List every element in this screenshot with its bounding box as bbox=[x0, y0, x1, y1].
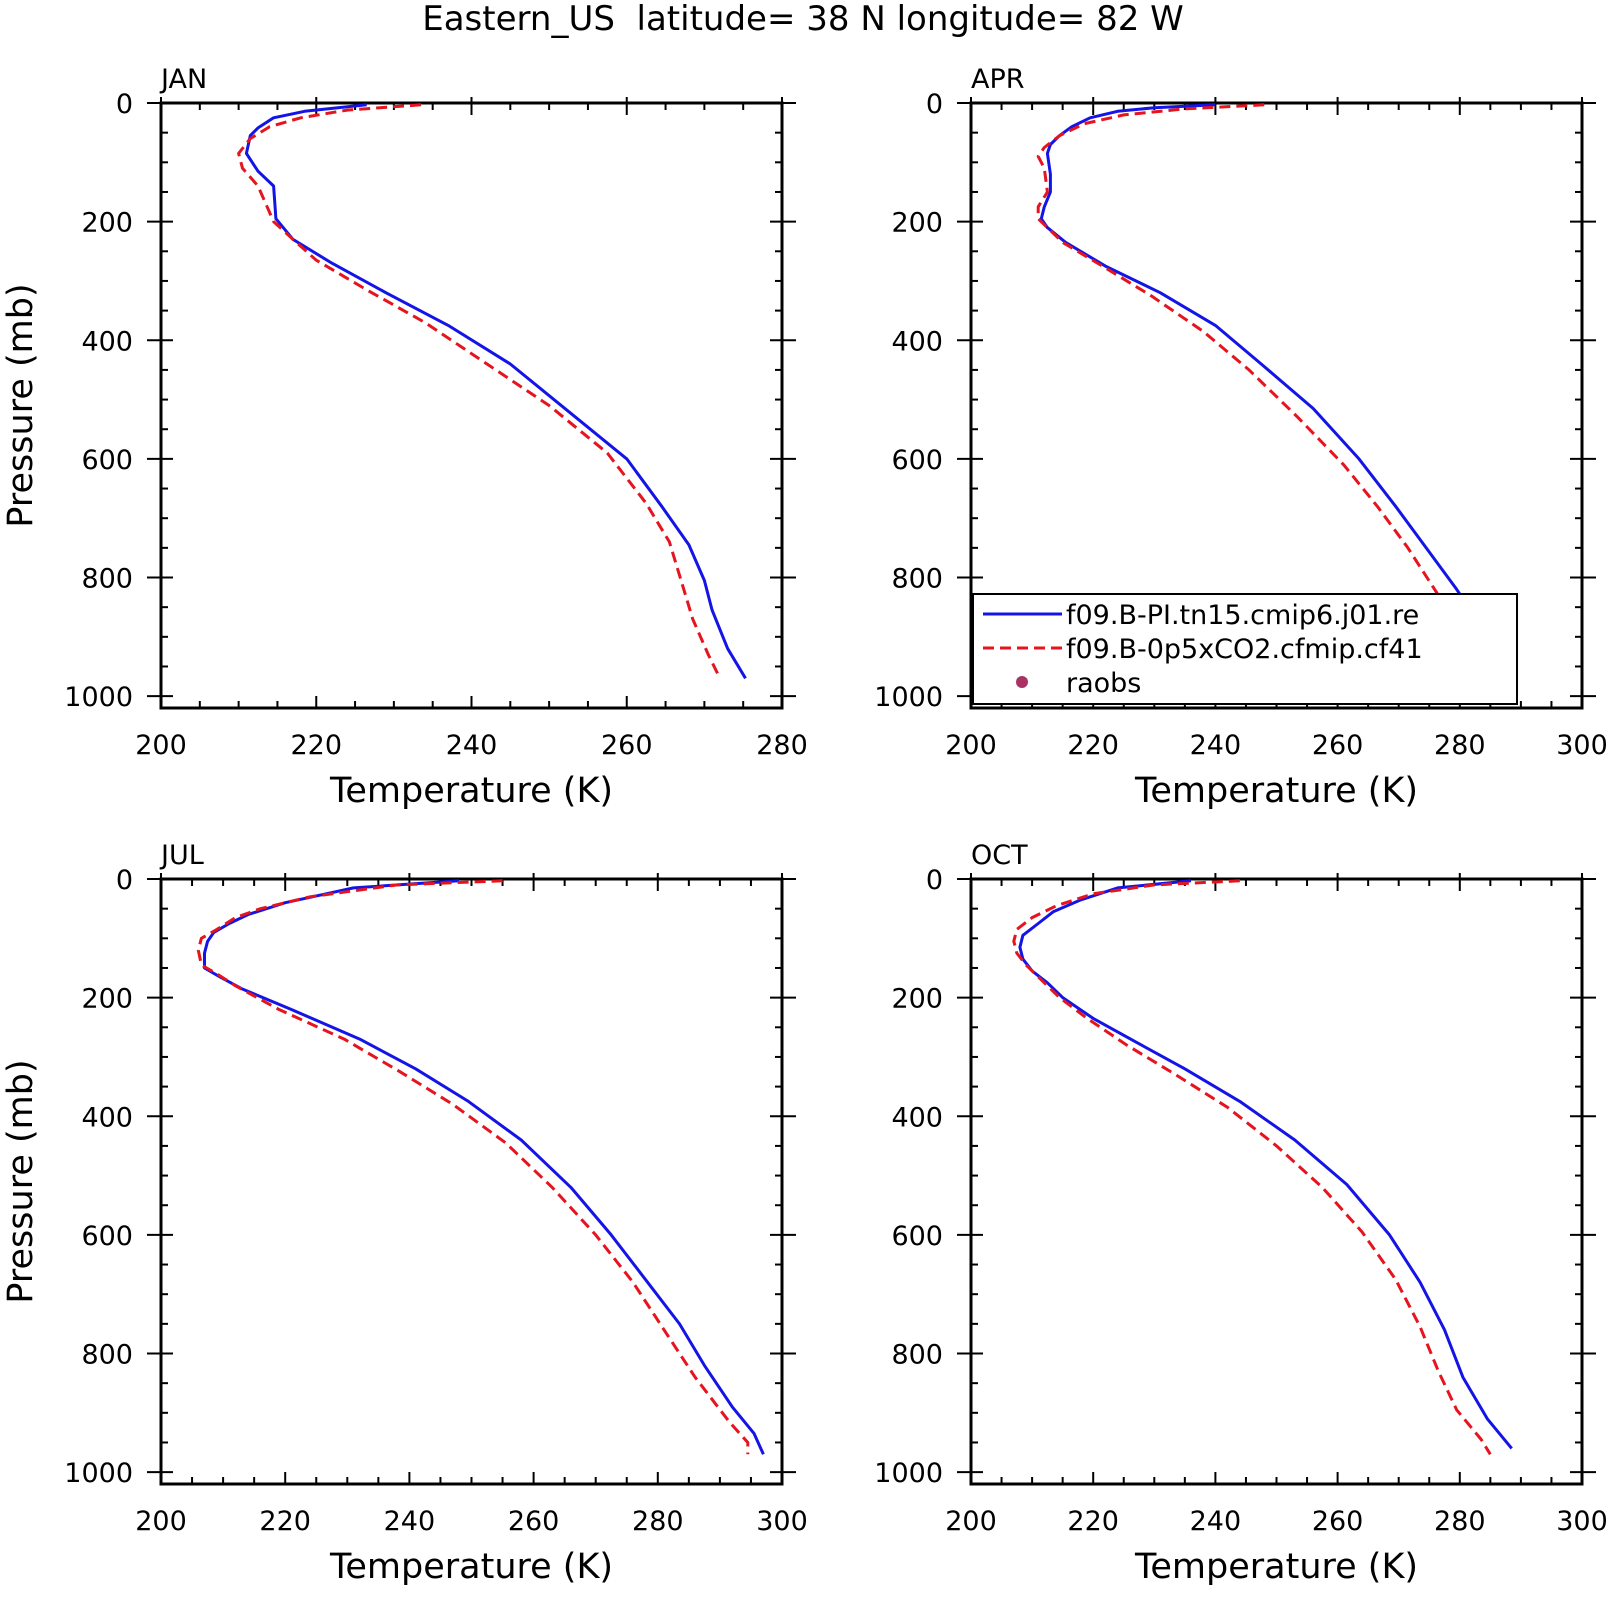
series-line-model bbox=[244, 103, 747, 680]
y-tick-label: 600 bbox=[891, 445, 943, 476]
y-axis-label: Pressure (mb) bbox=[1, 1059, 41, 1303]
x-tick-label: 260 bbox=[601, 730, 653, 761]
series-line-model bbox=[203, 879, 765, 1455]
x-axis-label: Temperature (K) bbox=[1134, 1547, 1418, 1587]
series-line-co2 bbox=[1012, 879, 1492, 1456]
panel-oct: OCT 200 220 240 260 280 300 0 200 400 600 800 1000 Te… bbox=[874, 840, 1606, 1587]
panel-title: OCT bbox=[971, 840, 1028, 871]
panels: JAN 200 220 240 260 280 0 200 400 600 800 1000 Tempe… bbox=[1, 64, 1606, 1587]
y-tick-label: 0 bbox=[116, 89, 133, 120]
series-line-co2 bbox=[237, 103, 722, 679]
x-tick-label: 200 bbox=[945, 1506, 997, 1537]
y-tick-label: 0 bbox=[116, 865, 133, 896]
y-tick-label: 800 bbox=[891, 564, 943, 595]
x-axis-label: Temperature (K) bbox=[1134, 771, 1418, 811]
x-tick-label: 260 bbox=[1312, 1506, 1364, 1537]
series-line-co2 bbox=[1036, 103, 1486, 679]
x-tick-label: 240 bbox=[1190, 730, 1242, 761]
y-axis-label: Pressure (mb) bbox=[1, 283, 41, 527]
legend: f09.B-PI.tn15.cmip6.j01.ref09.B-0p5xCO2.… bbox=[972, 593, 1518, 705]
x-tick-label: 240 bbox=[384, 1506, 436, 1537]
y-tick-label: 400 bbox=[81, 1102, 133, 1133]
y-tick-label: 200 bbox=[891, 208, 943, 239]
y-tick-label: 400 bbox=[81, 326, 133, 357]
y-tick-label: 600 bbox=[891, 1221, 943, 1252]
panel-title: JAN bbox=[159, 64, 207, 95]
x-tick-label: 280 bbox=[632, 1506, 684, 1537]
panel-jan: JAN 200 220 240 260 280 0 200 400 600 800 1000 Tempe… bbox=[1, 64, 808, 811]
y-tick-label: 1000 bbox=[64, 1458, 133, 1489]
x-tick-label: 220 bbox=[1067, 730, 1119, 761]
x-tick-label: 300 bbox=[1556, 730, 1606, 761]
plot-frame bbox=[969, 877, 1584, 1486]
legend-box bbox=[972, 593, 1518, 705]
plot-frame bbox=[159, 877, 784, 1486]
x-tick-label: 220 bbox=[1067, 1506, 1119, 1537]
legend-label: raobs bbox=[1066, 668, 1141, 699]
y-tick-label: 1000 bbox=[874, 1458, 943, 1489]
figure-title: Eastern_US latitude= 38 N longitude= 82 … bbox=[422, 0, 1184, 39]
y-tick-label: 400 bbox=[891, 1102, 943, 1133]
x-axis-label: Temperature (K) bbox=[329, 771, 613, 811]
panel-apr: APR 200 220 240 260 280 300 0 200 400 600 800 1000 Te… bbox=[874, 64, 1606, 811]
y-tick-label: 400 bbox=[891, 326, 943, 357]
legend-label: f09.B-PI.tn15.cmip6.j01.re bbox=[1066, 600, 1419, 631]
panel-title: JUL bbox=[159, 840, 204, 871]
y-tick-label: 200 bbox=[891, 984, 943, 1015]
y-tick-label: 800 bbox=[81, 564, 133, 595]
x-tick-label: 260 bbox=[508, 1506, 560, 1537]
y-tick-label: 800 bbox=[891, 1340, 943, 1371]
x-tick-label: 240 bbox=[446, 730, 498, 761]
x-tick-label: 280 bbox=[756, 730, 808, 761]
series-line-co2 bbox=[196, 879, 750, 1455]
x-axis-label: Temperature (K) bbox=[329, 1547, 613, 1587]
x-tick-label: 200 bbox=[945, 730, 997, 761]
y-tick-label: 1000 bbox=[64, 682, 133, 713]
x-tick-label: 200 bbox=[135, 730, 187, 761]
x-tick-label: 240 bbox=[1190, 1506, 1242, 1537]
series-line-model bbox=[1039, 103, 1504, 679]
series-line-model bbox=[1018, 879, 1513, 1450]
x-tick-label: 260 bbox=[1312, 730, 1364, 761]
x-tick-label: 220 bbox=[259, 1506, 311, 1537]
x-tick-label: 280 bbox=[1434, 730, 1486, 761]
y-tick-label: 600 bbox=[81, 1221, 133, 1252]
y-tick-label: 200 bbox=[81, 984, 133, 1015]
legend-label: f09.B-0p5xCO2.cfmip.cf41 bbox=[1066, 634, 1423, 665]
legend-marker-raobs bbox=[1016, 676, 1028, 688]
y-tick-label: 0 bbox=[926, 89, 943, 120]
y-tick-label: 600 bbox=[81, 445, 133, 476]
plot-frame bbox=[159, 101, 784, 710]
x-tick-label: 300 bbox=[756, 1506, 808, 1537]
panel-jul: JUL 200 220 240 260 280 300 0 200 400 600 800 1000 Te… bbox=[1, 840, 808, 1587]
y-tick-label: 0 bbox=[926, 865, 943, 896]
y-tick-label: 200 bbox=[81, 208, 133, 239]
x-tick-label: 280 bbox=[1434, 1506, 1486, 1537]
panel-title: APR bbox=[971, 64, 1025, 95]
x-tick-label: 200 bbox=[135, 1506, 187, 1537]
x-tick-label: 300 bbox=[1556, 1506, 1606, 1537]
y-tick-label: 800 bbox=[81, 1340, 133, 1371]
y-tick-label: 1000 bbox=[874, 682, 943, 713]
x-tick-label: 220 bbox=[290, 730, 342, 761]
